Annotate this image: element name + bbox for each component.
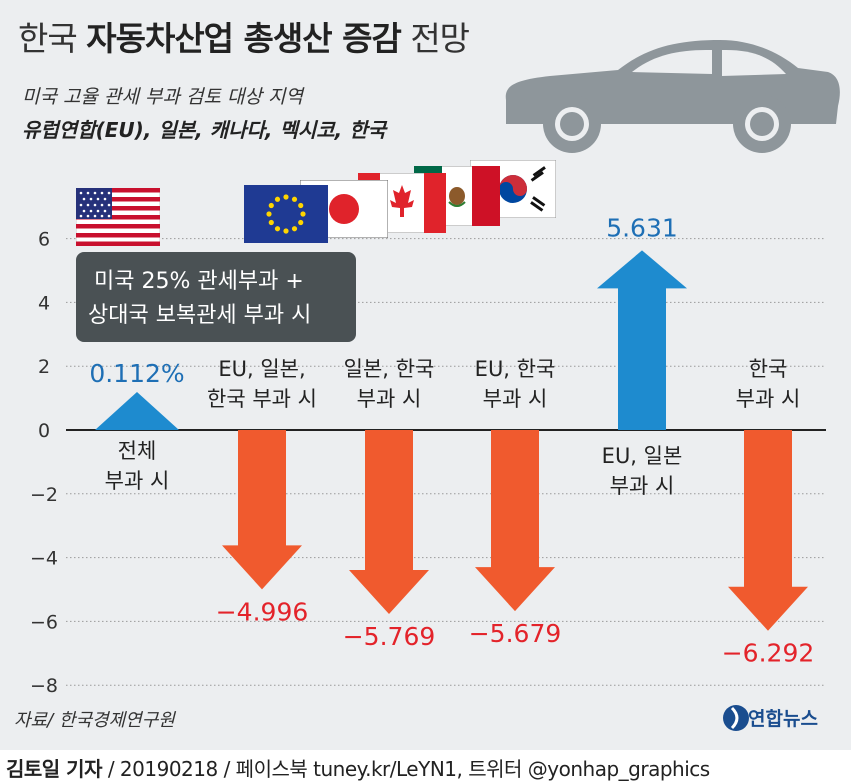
category-label: EU, 한국 <box>475 357 556 381</box>
bar-arrow-down <box>349 430 429 615</box>
bar-arrow-down <box>728 430 808 631</box>
y-tick-label: 0 <box>38 420 50 442</box>
value-label: −4.996 <box>216 597 309 626</box>
value-label: 5.631 <box>606 213 678 242</box>
bar-arrow-up <box>95 392 179 430</box>
bar-arrow-down <box>475 430 555 612</box>
category-label: 부과 시 <box>610 474 675 498</box>
value-label: −5.769 <box>343 622 436 651</box>
y-tick-label: 4 <box>38 292 50 314</box>
value-labels: 0.112% −4.996 −5.769 −5.679 5.631 −6.292 <box>89 213 814 667</box>
category-label: 부과 시 <box>736 387 801 411</box>
bar-arrow-down <box>222 430 302 590</box>
y-tick-label: 6 <box>38 229 50 251</box>
chart-marks <box>95 250 808 631</box>
y-tick-label: −6 <box>30 611 58 633</box>
footer-credit: 김토일 기자 / 20190218 / 페이스북 tuney.kr/LeYN1,… <box>6 757 710 781</box>
logo-text: 연합뉴스 <box>748 708 818 730</box>
gridlines <box>66 238 826 686</box>
category-label: EU, 일본 <box>602 444 683 468</box>
category-label: 일본, 한국 <box>344 357 435 381</box>
subtitle: 미국 고율 관세 부과 검토 대상 지역 <box>22 86 303 108</box>
usa-flag <box>76 188 160 246</box>
category-label: EU, 일본, <box>218 357 305 381</box>
category-label: 한국 <box>749 357 788 381</box>
callout-line2: 상대국 보복관세 부과 시 <box>88 303 311 328</box>
y-tick-label: −4 <box>30 548 58 570</box>
eu-flag <box>244 185 328 243</box>
bar-arrow-up <box>597 250 687 430</box>
yonhap-logo <box>723 705 749 731</box>
category-label: 부과 시 <box>357 387 422 411</box>
value-label: −5.679 <box>469 619 562 648</box>
y-axis-ticks: 6 4 2 0 −2 −4 −6 −8 <box>30 229 58 698</box>
y-tick-label: −8 <box>30 675 58 697</box>
callout-line1: 미국 25% 관세부과 + <box>94 269 304 294</box>
category-label: 부과 시 <box>483 387 548 411</box>
subtitle-regions: 유럽연합(EU), 일본, 캐나다, 멕시코, 한국 <box>22 118 387 142</box>
category-label: 한국 부과 시 <box>207 387 317 411</box>
callout-box: 미국 25% 관세부과 + 상대국 보복관세 부과 시 <box>76 252 356 342</box>
value-label: 0.112% <box>89 359 184 388</box>
car-icon <box>505 40 840 153</box>
y-tick-label: 2 <box>38 356 50 378</box>
category-label: 부과 시 <box>105 469 170 493</box>
category-label: 전체 <box>118 439 157 463</box>
source-note: 자료/ 한국경제연구원 <box>14 710 175 731</box>
value-label: −6.292 <box>722 639 815 668</box>
page-title: 한국 자동차산업 총생산 증감 전망 <box>18 19 470 58</box>
footer-bar <box>0 750 851 781</box>
y-tick-label: −2 <box>30 484 58 506</box>
